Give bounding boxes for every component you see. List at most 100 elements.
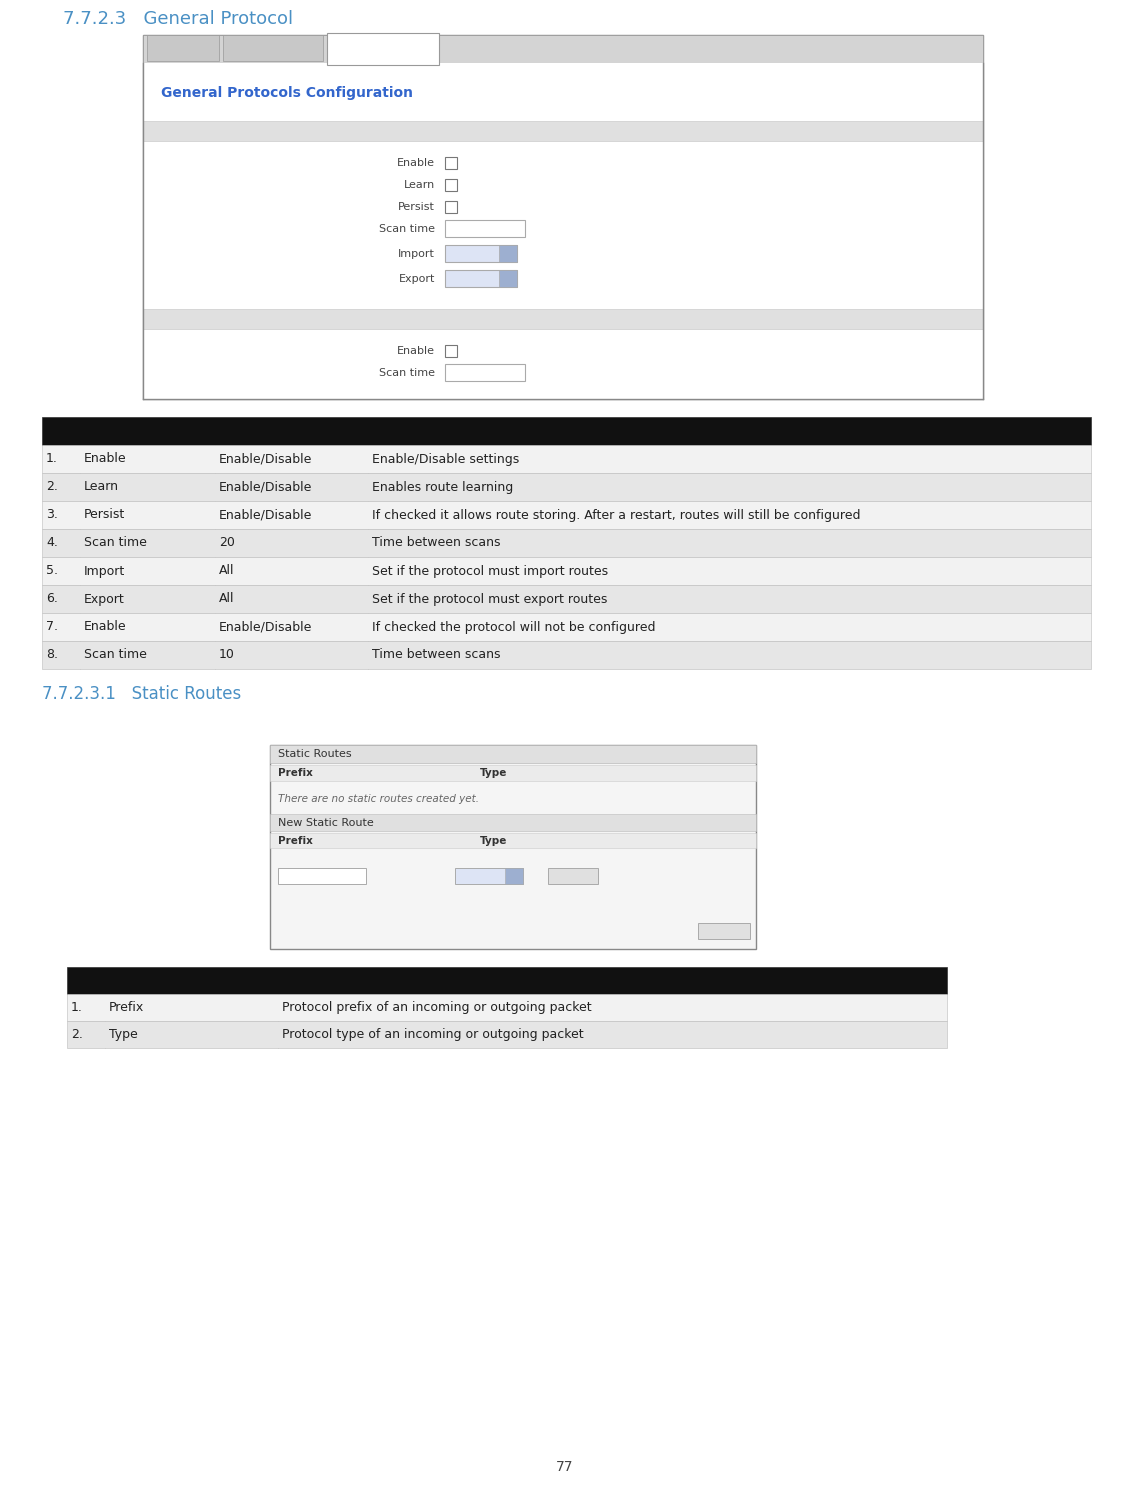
Text: Export: Export bbox=[398, 274, 435, 283]
Text: Learn: Learn bbox=[84, 481, 119, 493]
Text: 77: 77 bbox=[556, 1460, 573, 1474]
Text: Prefix: Prefix bbox=[278, 769, 313, 778]
Bar bbox=[444, 270, 517, 286]
Text: Save: Save bbox=[711, 925, 736, 936]
Text: Enable/Disable settings: Enable/Disable settings bbox=[372, 452, 519, 466]
Text: 7.7.2.3.1   Static Routes: 7.7.2.3.1 Static Routes bbox=[42, 686, 241, 702]
Text: Prefix: Prefix bbox=[282, 871, 308, 880]
Text: 7.7.2.3   General Protocol: 7.7.2.3 General Protocol bbox=[63, 11, 293, 29]
Text: If checked it allows route storing. After a restart, routes will still be config: If checked it allows route storing. Afte… bbox=[372, 508, 861, 521]
Bar bbox=[499, 270, 517, 286]
Bar bbox=[42, 417, 1091, 445]
Text: Enable: Enable bbox=[84, 452, 127, 466]
Bar bbox=[270, 833, 756, 848]
Bar bbox=[444, 200, 457, 212]
Text: Prefix: Prefix bbox=[109, 1001, 145, 1014]
Text: Enable: Enable bbox=[397, 158, 435, 167]
Text: Type: Type bbox=[480, 835, 508, 845]
Bar bbox=[223, 35, 323, 60]
Text: General: General bbox=[161, 44, 205, 54]
Bar bbox=[444, 345, 457, 357]
Text: OSPF Protocol: OSPF Protocol bbox=[234, 44, 312, 54]
Text: Persist: Persist bbox=[398, 202, 435, 212]
Bar bbox=[42, 529, 1091, 558]
Text: All: All bbox=[219, 592, 234, 606]
Bar bbox=[143, 35, 983, 63]
Bar bbox=[42, 473, 1091, 500]
Bar bbox=[42, 558, 1091, 585]
Bar bbox=[444, 179, 457, 191]
Text: Type: Type bbox=[480, 769, 508, 778]
Text: Enable/Disable: Enable/Disable bbox=[219, 621, 312, 633]
Text: Time between scans: Time between scans bbox=[372, 648, 501, 662]
Bar bbox=[67, 967, 947, 995]
Text: Static Routes: Static Routes bbox=[278, 749, 352, 760]
Bar bbox=[506, 868, 523, 885]
Bar bbox=[67, 1022, 947, 1047]
Bar bbox=[278, 868, 366, 885]
Bar bbox=[698, 922, 750, 939]
Text: Router: Router bbox=[459, 871, 492, 882]
Bar bbox=[270, 814, 756, 830]
Text: 20: 20 bbox=[450, 225, 464, 234]
Text: ▾: ▾ bbox=[506, 249, 510, 259]
Text: ▾: ▾ bbox=[506, 274, 510, 283]
Text: General Protocols Configuration: General Protocols Configuration bbox=[161, 86, 413, 99]
Text: Import: Import bbox=[84, 565, 126, 577]
Text: Protocol type of an incoming or outgoing packet: Protocol type of an incoming or outgoing… bbox=[282, 1028, 584, 1041]
Bar bbox=[270, 766, 756, 781]
Text: Scan time: Scan time bbox=[379, 225, 435, 234]
Bar bbox=[143, 121, 983, 142]
Bar bbox=[549, 868, 598, 885]
Text: Add: Add bbox=[563, 871, 582, 882]
Bar bbox=[444, 220, 525, 237]
Text: Enable/Disable: Enable/Disable bbox=[219, 452, 312, 466]
Text: 2.: 2. bbox=[71, 1028, 83, 1041]
Text: Enable/Disable: Enable/Disable bbox=[219, 508, 312, 521]
Text: Persist: Persist bbox=[84, 508, 126, 521]
Bar bbox=[42, 585, 1091, 613]
Text: 10: 10 bbox=[219, 648, 235, 662]
Bar bbox=[444, 246, 517, 262]
Text: Time between scans: Time between scans bbox=[372, 536, 501, 550]
Text: There are no static routes created yet.: There are no static routes created yet. bbox=[278, 794, 480, 805]
Bar bbox=[327, 33, 439, 65]
Text: 6.: 6. bbox=[46, 592, 58, 606]
Text: Scan time: Scan time bbox=[84, 536, 147, 550]
Bar bbox=[499, 246, 517, 262]
Text: Import: Import bbox=[398, 249, 435, 259]
Text: 20: 20 bbox=[219, 536, 235, 550]
Bar bbox=[455, 868, 523, 885]
Text: 2.: 2. bbox=[46, 481, 58, 493]
Text: Device Options: Device Options bbox=[155, 312, 244, 326]
Text: If checked the protocol will not be configured: If checked the protocol will not be conf… bbox=[372, 621, 656, 633]
Bar bbox=[147, 35, 219, 60]
Bar bbox=[270, 744, 756, 763]
Bar bbox=[444, 365, 525, 381]
Text: 7.: 7. bbox=[46, 621, 58, 633]
Bar bbox=[444, 157, 457, 169]
Text: 1.: 1. bbox=[46, 452, 58, 466]
Text: Enables route learning: Enables route learning bbox=[372, 481, 513, 493]
Text: 3.: 3. bbox=[46, 508, 58, 521]
Text: 5.: 5. bbox=[46, 565, 58, 577]
Text: 4.: 4. bbox=[46, 536, 58, 550]
Text: 10: 10 bbox=[450, 368, 464, 378]
Bar bbox=[270, 744, 756, 949]
Text: Export: Export bbox=[84, 592, 124, 606]
Text: General Protocols: General Protocols bbox=[334, 44, 432, 54]
Text: Set if the protocol must import routes: Set if the protocol must import routes bbox=[372, 565, 608, 577]
Bar bbox=[42, 640, 1091, 669]
Text: ▾: ▾ bbox=[512, 871, 516, 880]
Text: All: All bbox=[219, 565, 234, 577]
Bar bbox=[143, 35, 983, 399]
Bar bbox=[67, 995, 947, 1022]
Bar bbox=[42, 445, 1091, 473]
Text: Scan time: Scan time bbox=[379, 368, 435, 378]
Text: Protocol prefix of an incoming or outgoing packet: Protocol prefix of an incoming or outgoi… bbox=[282, 1001, 592, 1014]
Text: Scan time: Scan time bbox=[84, 648, 147, 662]
Bar bbox=[42, 500, 1091, 529]
Text: Enable: Enable bbox=[84, 621, 127, 633]
Text: 8.: 8. bbox=[46, 648, 58, 662]
Text: Prefix: Prefix bbox=[278, 835, 313, 845]
